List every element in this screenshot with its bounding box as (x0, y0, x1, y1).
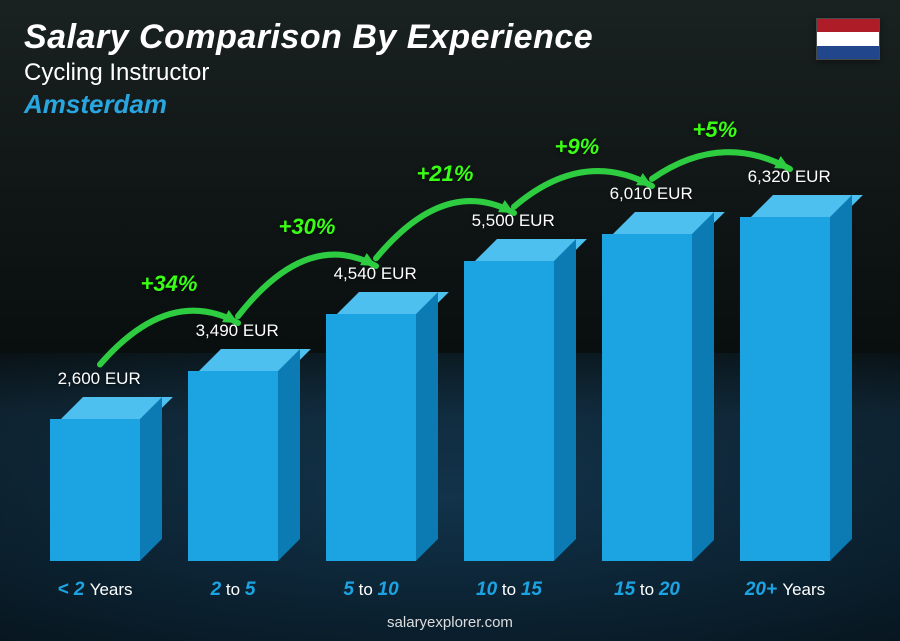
bar: 4,540 EUR (326, 314, 416, 561)
bar-side (554, 239, 576, 561)
bar-side (830, 195, 852, 561)
bar: 6,320 EUR (740, 217, 830, 561)
delta-label: +30% (279, 214, 336, 240)
bar-side (692, 212, 714, 562)
bar-slot: 5,500 EUR (444, 140, 574, 561)
flag-stripe-blue (817, 46, 879, 59)
bar-slot: 6,010 EUR (582, 140, 712, 561)
delta-label: +5% (693, 117, 738, 143)
xaxis-label: < 2 Years (30, 579, 160, 601)
bar-value-label: 6,320 EUR (748, 167, 831, 187)
bar: 6,010 EUR (602, 234, 692, 562)
xaxis-label: 15 to 20 (582, 579, 712, 601)
bar-chart: 2,600 EUR 3,490 EUR 4,540 EUR 5,500 EUR 6,01… (30, 140, 850, 561)
bar-value-label: 3,490 EUR (196, 321, 279, 341)
xaxis: < 2 Years 2 to 5 5 to 10 10 to 15 15 to 20 20… (30, 579, 850, 601)
bar-side (416, 292, 438, 561)
bar-front (188, 371, 278, 561)
delta-label: +9% (555, 134, 600, 160)
bar: 2,600 EUR (50, 419, 140, 561)
xaxis-label: 5 to 10 (306, 579, 436, 601)
title-main: Salary Comparison By Experience (24, 18, 876, 57)
bar-slot: 2,600 EUR (30, 140, 160, 561)
delta-label: +34% (141, 271, 198, 297)
bar-front (740, 217, 830, 561)
bar-value-label: 5,500 EUR (472, 211, 555, 231)
chart-container: Salary Comparison By Experience Cycling … (0, 0, 900, 641)
flag-netherlands (816, 18, 880, 60)
xaxis-label: 20+ Years (720, 579, 850, 601)
bar-side (140, 397, 162, 561)
bar-value-label: 6,010 EUR (610, 184, 693, 204)
bar: 3,490 EUR (188, 371, 278, 561)
bar-front (464, 261, 554, 561)
flag-stripe-red (817, 19, 879, 32)
bar-value-label: 4,540 EUR (334, 264, 417, 284)
delta-label: +21% (417, 161, 474, 187)
xaxis-label: 10 to 15 (444, 579, 574, 601)
bar-front (326, 314, 416, 561)
xaxis-label: 2 to 5 (168, 579, 298, 601)
bar-value-label: 2,600 EUR (58, 369, 141, 389)
bar-slot: 4,540 EUR (306, 140, 436, 561)
bar: 5,500 EUR (464, 261, 554, 561)
flag-stripe-white (817, 32, 879, 45)
title-subtitle: Cycling Instructor (24, 59, 876, 87)
bar-front (602, 234, 692, 562)
bar-slot: 6,320 EUR (720, 140, 850, 561)
footer-attribution: salaryexplorer.com (0, 614, 900, 631)
title-location: Amsterdam (24, 89, 876, 120)
bar-front (50, 419, 140, 561)
bar-slot: 3,490 EUR (168, 140, 298, 561)
bar-side (278, 349, 300, 561)
